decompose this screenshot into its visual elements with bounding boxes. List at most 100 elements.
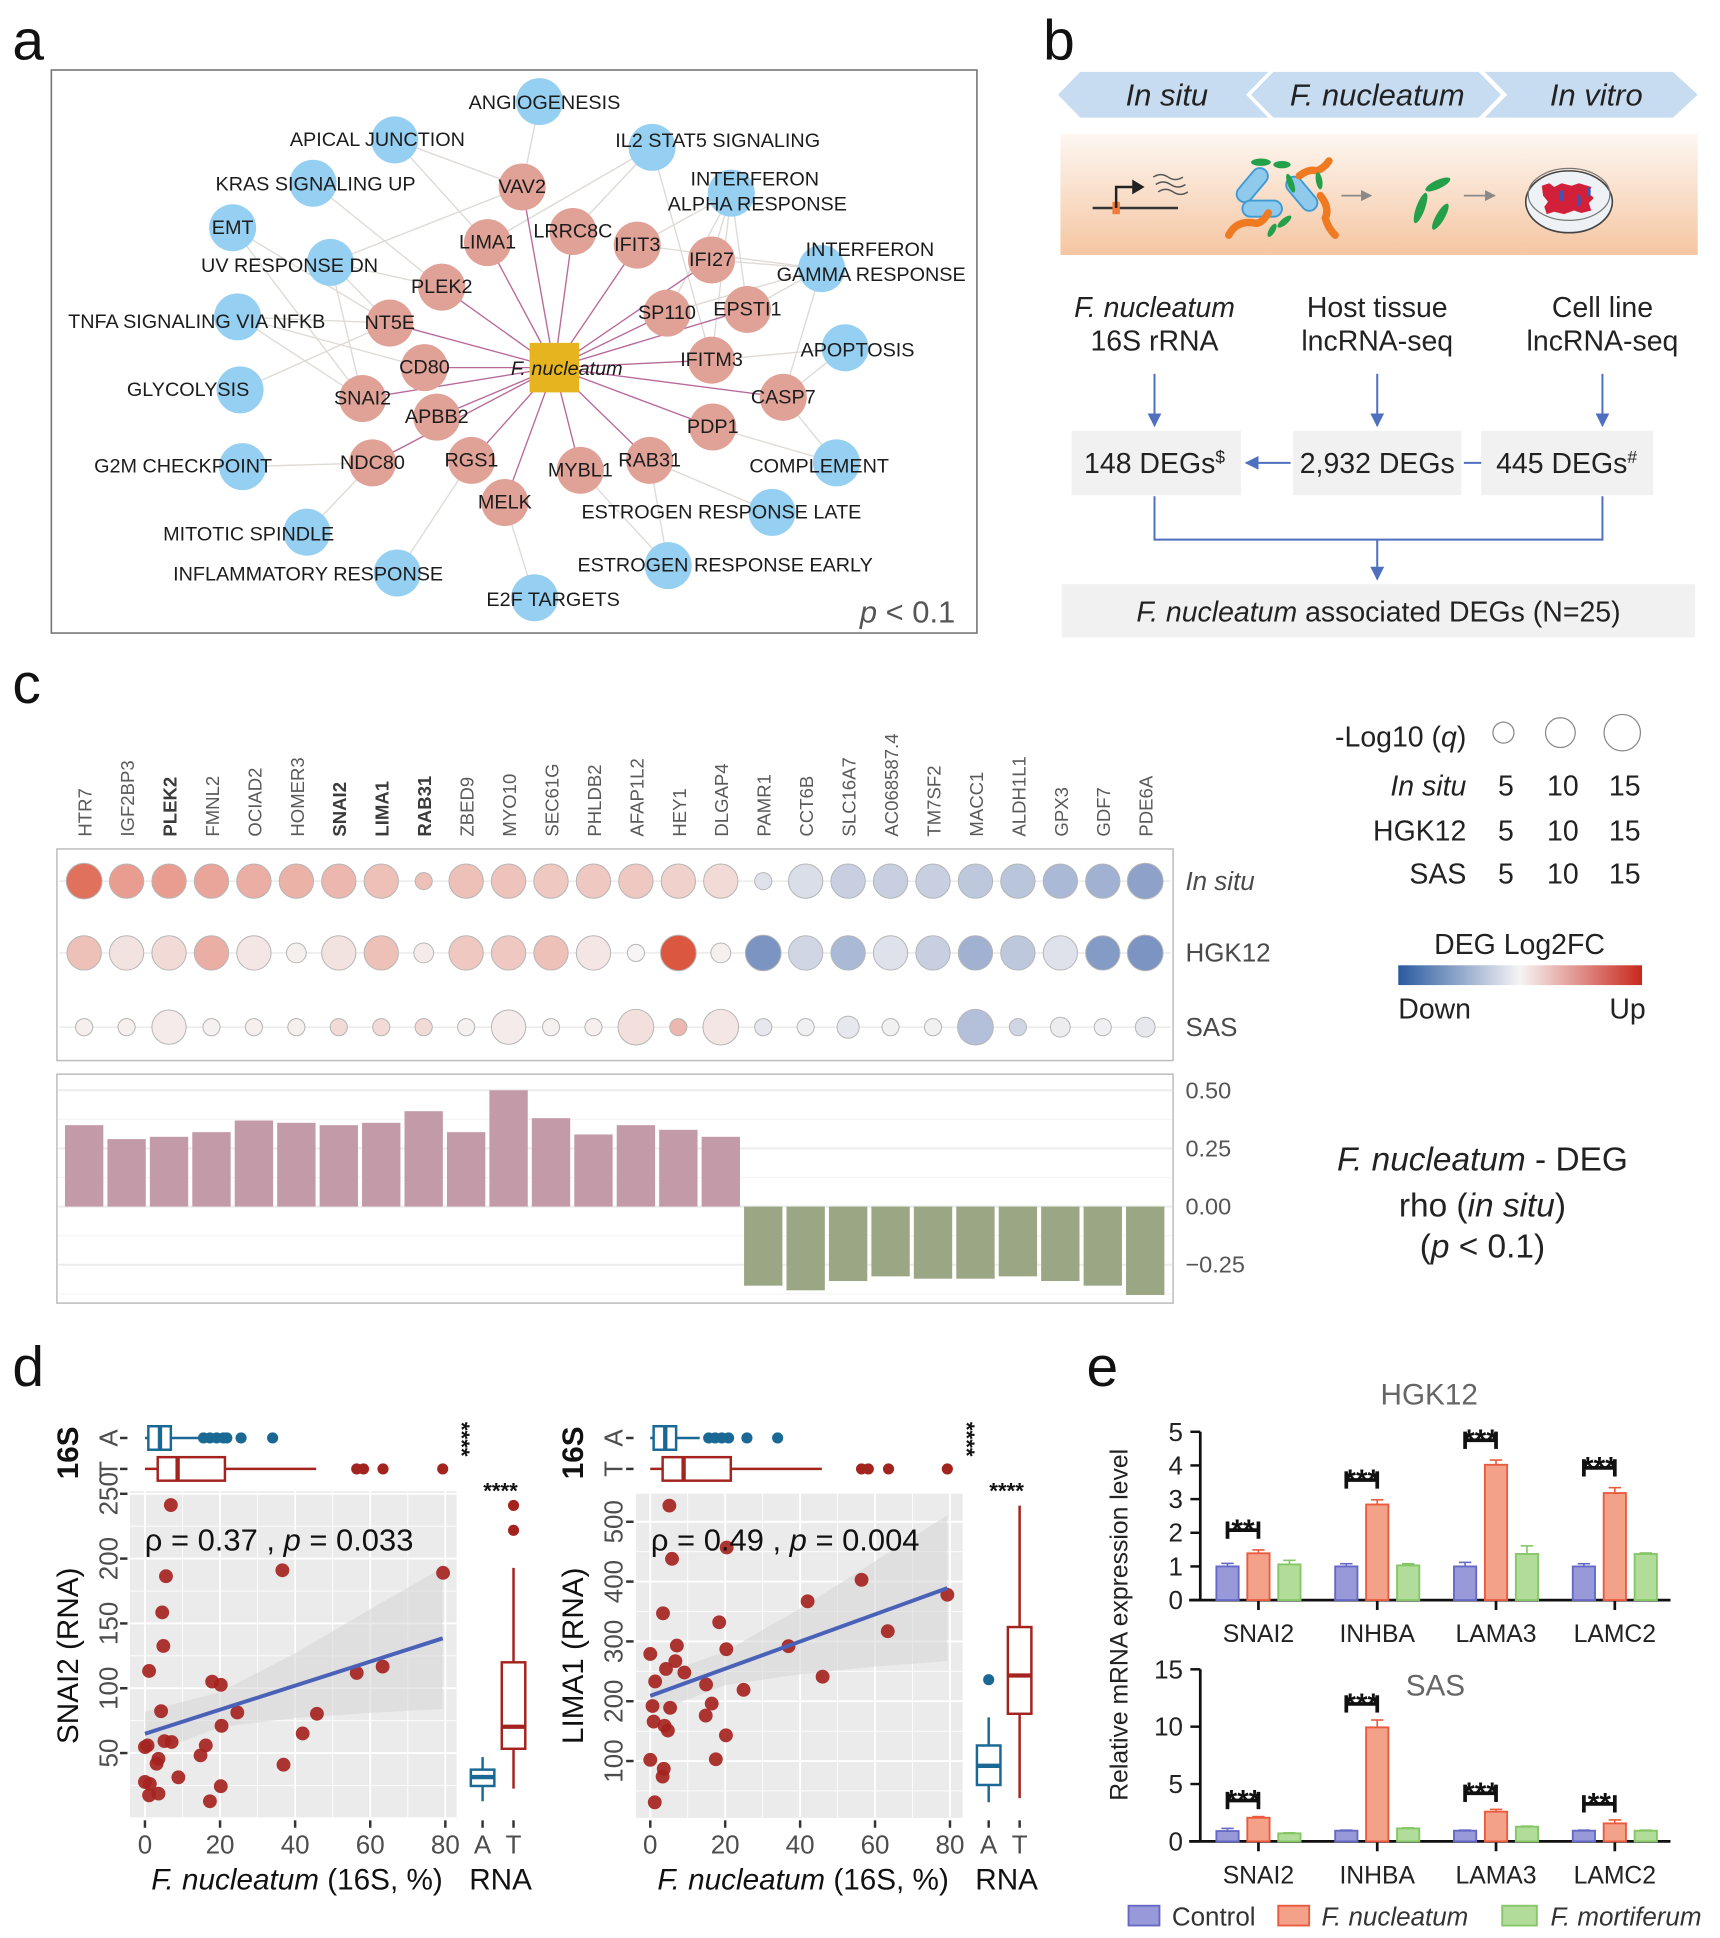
rho-bar-cct6b <box>786 1206 825 1291</box>
result-text: associated DEGs (N=25) <box>1297 596 1620 628</box>
dot-sas <box>541 1018 561 1037</box>
pathway-edge <box>237 316 390 324</box>
scatter-point <box>275 1563 290 1578</box>
dot-in-situ <box>872 863 909 899</box>
rho-value: ρ = 0.49 , <box>651 1523 790 1558</box>
dot-sas <box>244 1018 263 1037</box>
bar-control <box>1453 1565 1478 1602</box>
pathway-node <box>821 324 869 372</box>
gene-node <box>689 403 737 451</box>
gene-column-label: OCIAD2 <box>244 768 265 837</box>
gene-column-label: DLGAP4 <box>711 763 732 836</box>
box-outlier <box>772 1432 784 1444</box>
scatter-point <box>659 1661 673 1676</box>
gene-node <box>366 299 414 347</box>
pathway-edge <box>232 227 364 399</box>
pathway-node <box>209 204 257 252</box>
legend-swatch-control <box>1127 1904 1161 1927</box>
scatter-point <box>699 1677 714 1692</box>
gene-node <box>688 236 736 284</box>
sas-bar-chart: SAS 0 5 10 15 SNAI2 *** INHBA *** LAMA3 *** LAMC2 ** <box>1154 1654 1671 1889</box>
dot-in-situ <box>193 863 230 899</box>
y-tick-label: 5 <box>1169 1417 1183 1447</box>
workflow-illustration <box>1060 133 1698 256</box>
scatter-point <box>662 1498 677 1513</box>
dot-in-situ <box>363 863 399 899</box>
promoter-icon <box>1092 173 1189 215</box>
scatter-point <box>719 1540 734 1555</box>
gene-node <box>418 263 466 311</box>
stage-shape-f-nucleatum <box>1251 71 1501 118</box>
box-outlier <box>267 1432 279 1444</box>
size-legend-row-hgk12: HGK12 <box>1373 815 1466 847</box>
gene-column-label: SEC61G <box>541 763 562 836</box>
dot-hgk12 <box>193 935 230 971</box>
bar-f-nucleatum <box>1365 1503 1390 1602</box>
scatter-point <box>155 1605 170 1620</box>
size-legend-value: 10 <box>1547 771 1579 803</box>
dot-sas <box>329 1018 348 1037</box>
bar-control <box>1453 1829 1478 1843</box>
box-16s-group-label: A <box>598 1429 628 1447</box>
pathway-label: APOPTOSIS <box>801 339 915 361</box>
stage-label-in-situ: In situ <box>1126 77 1209 112</box>
bar-f-nucleatum <box>1365 1726 1390 1843</box>
gene-label: CASP7 <box>751 386 816 408</box>
pathway-node <box>219 443 267 491</box>
significance-stars: *** <box>1582 1452 1617 1485</box>
bar-f-mortiferum <box>1633 1553 1658 1602</box>
rho-bar-sec61g <box>531 1118 571 1207</box>
dot-in-situ <box>65 862 103 900</box>
gene-node <box>688 336 736 384</box>
gene-label: SP110 <box>638 302 696 324</box>
stage-label-f-nucleatum: F. nucleatum <box>1290 77 1465 112</box>
pathway-label: MITOTIC SPINDLE <box>163 524 334 546</box>
box-outlier <box>741 1432 753 1444</box>
gene-column-label: GPX3 <box>1051 787 1072 836</box>
rho-ytick-label: 0.00 <box>1185 1194 1231 1220</box>
rho-bar-aldh1l1 <box>998 1206 1038 1277</box>
box-16s-significance: **** <box>954 1422 979 1457</box>
scatter-point <box>655 1769 670 1784</box>
deg-count-3-sup: # <box>1627 447 1637 467</box>
gene-column-label: LIMA1 <box>372 781 393 837</box>
gene-column-label: MYO10 <box>499 774 520 837</box>
box-16s-significance: **** <box>449 1422 474 1457</box>
pathway-label: KRAS SIGNALING UP <box>216 173 416 195</box>
bar-control <box>1571 1829 1596 1843</box>
deg-count-1-text: 148 DEGs <box>1084 448 1215 480</box>
scatter-point <box>140 1738 155 1753</box>
chart-title: HGK12 <box>1381 1379 1478 1412</box>
scatter-point <box>645 1699 660 1713</box>
result-organism: F. nucleatum <box>1136 596 1297 628</box>
significance-stars: *** <box>1344 1464 1379 1497</box>
deg-box-1 <box>1071 430 1242 496</box>
y-tick-label: 5 <box>1169 1769 1183 1799</box>
color-legend-bar <box>1398 965 1643 986</box>
hub-edge <box>554 359 712 369</box>
data-sources: F. nucleatum 16S rRNA Host tissue lncRNA… <box>1074 292 1678 357</box>
bar-f-nucleatum <box>1246 1816 1271 1843</box>
gene-node <box>643 289 691 337</box>
size-legend-circle <box>1603 713 1642 752</box>
rho-title-line-1: F. nucleatum - DEG <box>1337 1142 1628 1179</box>
merge-connector <box>1153 496 1604 541</box>
dot-in-situ <box>448 863 484 899</box>
p-symbol: p <box>283 1523 301 1558</box>
box-16s-group-label: A <box>94 1429 124 1447</box>
bar-f-nucleatum <box>1246 1552 1271 1602</box>
p-value: = 0.004 <box>807 1523 920 1558</box>
dot-sas <box>1093 1018 1112 1037</box>
gene-node <box>413 393 461 441</box>
rho-bar-plek2 <box>149 1136 189 1207</box>
pathway-node <box>644 542 692 590</box>
gene-node <box>400 344 448 392</box>
bar-control <box>1571 1565 1596 1602</box>
scatter-point <box>665 1551 679 1566</box>
gene-column-label: ALDH1L1 <box>1008 756 1029 836</box>
box-16s-axis-title: 16S <box>557 1426 590 1479</box>
dot-sas <box>1008 1018 1027 1037</box>
pathway-node <box>214 293 262 341</box>
x-tick-label: 20 <box>711 1830 740 1860</box>
